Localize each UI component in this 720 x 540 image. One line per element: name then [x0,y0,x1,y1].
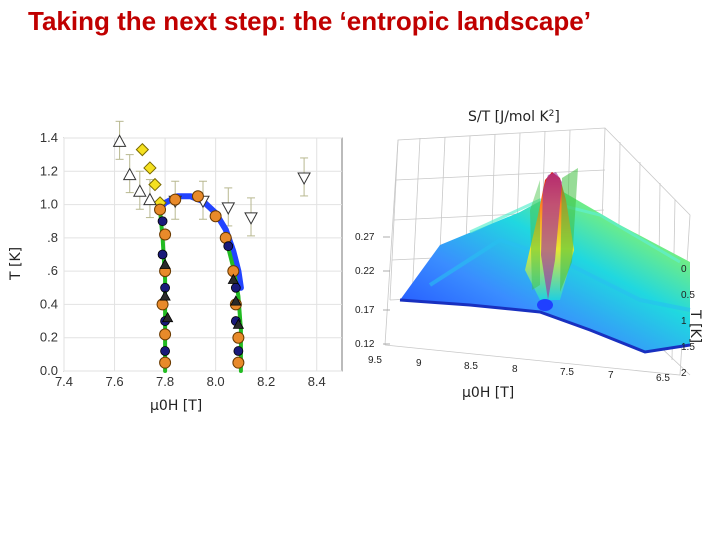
navy-circle-point [157,216,168,227]
diamond-point [143,161,157,175]
orange-circle-point [209,210,222,223]
z-axis-label: S/T [J/mol K2] [468,109,560,125]
dark-triangle-point [232,318,245,329]
navy-circle-point [223,241,234,252]
phase-boundary-sheet-green-left [530,180,540,290]
orange-circle-point [169,193,182,206]
x-tick-labels: 7.4 7.6 7.8 8.0 8.2 8.4 [55,374,326,389]
triangle-down-point [297,172,311,185]
orange-circle-point [159,228,172,241]
y-tick-label: 0.4 [40,296,58,311]
phase-boundary-sheet-purple [541,172,562,300]
phase-diagram-chart: 7.4 7.6 7.8 8.0 8.2 8.4 0.0 0.2 0.4 .6 .8 1.0 1.2 1.… [8,120,343,414]
temperature-tick-label: 1 [681,316,687,327]
orange-circle-point [156,298,169,311]
slide-title: Taking the next step: the ‘entropic land… [28,6,591,36]
navy-circle-point [157,249,168,260]
orange-circle-point [159,356,172,369]
entropy-surface-chart: 0.27 0.22 0.17 0.12 9.5 9 8.5 8 7.5 7 6.5 0 0.5 1 1.… [355,109,703,401]
y-tick-label: 0.2 [40,330,58,345]
temperature-tick-labels: 0 0.5 1 1.5 2 [681,264,695,379]
plot-area [63,137,343,372]
field-tick-label: 7.5 [560,367,574,378]
field-tick-labels: 9.5 9 8.5 8 7.5 7 6.5 [368,355,670,384]
dark-triangle-point [230,295,242,306]
x-tick-label: 8.4 [308,374,326,389]
dark-triangle-point [227,273,240,284]
data-points [112,134,311,369]
temperature-tick-label: 2 [681,368,687,379]
z-tick-label: 0.22 [355,266,375,277]
z-tick-label: 0.17 [355,305,375,316]
field-tick-label: 6.5 [656,373,670,384]
triangle-up-point [112,134,127,147]
surface-front-edge [399,298,691,354]
dark-triangle-point [159,290,171,301]
x-tick-label: 7.4 [55,374,73,389]
orange-circle-point [154,203,167,216]
x-tick-label: 7.8 [156,374,174,389]
navy-circle-point [233,346,244,356]
field-tick-label: 9 [416,358,422,369]
diamond-point [135,142,150,157]
diamond-point [148,177,162,192]
orange-circle-point [232,356,245,369]
y-tick-labels: 0.0 0.2 0.4 .6 .8 1.0 1.2 1.4 [40,130,58,378]
x-tick-label: 8.2 [257,374,275,389]
z-tick-label: 0.27 [355,232,375,243]
z-tick-labels: 0.27 0.22 0.17 0.12 [355,232,390,350]
surface-temperature-axis-label: T [K] [687,309,703,343]
surface-base-marker [537,299,553,311]
field-tick-label: 7 [608,370,614,381]
surface-field-axis-label: μ0H [T] [462,385,514,401]
x-tick-label: 8.0 [207,374,225,389]
phase-boundary-sheet-green [560,168,578,292]
field-tick-label: 8.5 [464,361,478,372]
y-tick-label: .6 [47,263,58,278]
dark-triangle-point [161,311,174,323]
triangle-up-point [143,192,157,206]
navy-circle-point [160,346,170,356]
field-tick-label: 8 [512,364,518,375]
y-tick-label: 0.0 [40,363,58,378]
orange-circle-point [191,190,204,203]
triangle-up-point [132,184,147,197]
y-tick-label: .8 [47,230,58,245]
orange-circle-point [159,328,172,341]
temperature-tick-label: 1.5 [681,342,695,353]
x-axis-label: μ0H [T] [150,398,202,414]
y-axis-label: T [K] [8,247,24,281]
orange-circle-point [232,331,245,344]
temperature-tick-label: 0 [681,264,687,275]
field-tick-label: 9.5 [368,355,382,366]
dark-triangle-point [159,258,171,269]
green-fit-line [223,235,243,373]
triangle-down-point [244,212,258,225]
navy-circle-point [230,282,241,293]
triangle-down-point [221,202,236,215]
z-tick-label: 0.12 [355,339,375,350]
triangle-up-point [122,167,137,181]
x-tick-label: 7.6 [106,374,124,389]
temperature-tick-label: 0.5 [681,290,695,301]
y-tick-label: 1.4 [40,130,58,145]
y-tick-label: 1.0 [40,197,58,212]
y-tick-label: 1.2 [40,163,58,178]
